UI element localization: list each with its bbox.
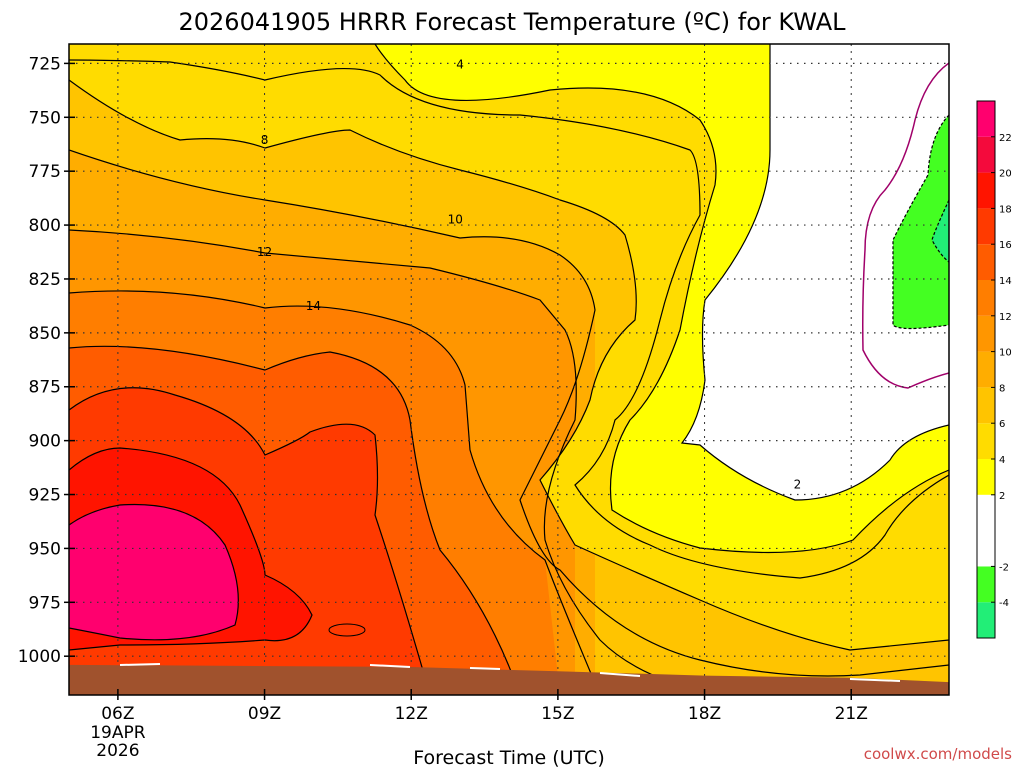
contour-line-minus2 <box>892 114 949 330</box>
colorbar-segment-5 <box>977 423 995 459</box>
colorbar-segment-4 <box>977 459 995 495</box>
temperature-band-0-2 <box>682 44 949 500</box>
credit-text[interactable]: coolwx.com/models <box>864 745 1012 763</box>
temperature-band-minus4-minus2 <box>893 115 949 329</box>
y-tick-label-900: 900 <box>29 432 61 452</box>
x-tick-label-21Z: 21Z <box>835 704 868 724</box>
colorbar-segment-10 <box>977 244 995 280</box>
colorbar-label-6: 6 <box>999 419 1005 430</box>
colorbar-label-14: 14 <box>999 276 1012 287</box>
contour-line-minus4 <box>931 199 949 263</box>
contour-line-2-purple <box>862 62 949 389</box>
contour-line-8 <box>69 149 949 677</box>
colorbar-segment-11 <box>977 208 995 245</box>
y-tick-label-800: 800 <box>29 216 61 236</box>
contour-label-8: 8 <box>261 133 269 147</box>
contour-line-14 <box>69 345 521 695</box>
chart-title: 2026041905 HRRR Forecast Temperature (ºC… <box>178 8 846 36</box>
terrain-below-surface <box>69 664 949 695</box>
contour-labels: 4 8 10 12 14 2 <box>257 57 802 492</box>
contour-line-16 <box>69 387 431 695</box>
colorbar-frame <box>976 100 996 639</box>
colorbar-label--4: -4 <box>999 598 1009 609</box>
colorbar-label-2: 2 <box>999 491 1005 502</box>
contour-line-6 <box>69 79 949 651</box>
y-tick-label-750: 750 <box>29 108 61 128</box>
contour-label-12: 12 <box>257 245 272 259</box>
x-tick-label-15Z: 15Z <box>541 704 574 724</box>
colorbar-segment-13 <box>977 136 995 173</box>
colorbar-label-18: 18 <box>999 204 1012 215</box>
y-tick-label-975: 975 <box>29 593 61 613</box>
colorbar-segment-8 <box>977 315 995 352</box>
colorbar-label-10: 10 <box>999 348 1012 359</box>
colorbar-label-12: 12 <box>999 312 1012 323</box>
colorbar-segment-1 <box>977 566 995 603</box>
colorbar-segment-9 <box>977 280 995 316</box>
temperature-band-22-24 <box>69 504 239 640</box>
contour-label-14: 14 <box>306 299 321 313</box>
colorbar-label-20: 20 <box>999 169 1012 180</box>
contour-label-2: 2 <box>794 478 802 492</box>
colorbar-segment-12 <box>977 172 995 209</box>
colorbar-segment-2 <box>977 530 995 567</box>
plot-frame <box>68 43 950 696</box>
plot-area: 4 8 10 12 14 2 <box>69 44 949 695</box>
contour-line-18 <box>69 447 313 651</box>
colorbar-label-22: 22 <box>999 133 1012 144</box>
y-tick-label-725: 725 <box>29 54 61 74</box>
colorbar-label-8: 8 <box>999 383 1005 394</box>
x-tick-sublabel-1: 2026 <box>96 741 139 761</box>
contour-line-4 <box>69 59 949 579</box>
y-tick-label-775: 775 <box>29 162 61 182</box>
colorbar-segment-0 <box>977 602 995 638</box>
y-tick-label-825: 825 <box>29 270 61 290</box>
surface-marks <box>119 663 901 682</box>
colorbar-segment-7 <box>977 351 995 388</box>
colorbar-segment-6 <box>977 387 995 424</box>
contour-line-2-left <box>374 44 949 554</box>
colorbar-label--2: -2 <box>999 562 1009 573</box>
y-tick-label-850: 850 <box>29 324 61 344</box>
colorbar-segment-3 <box>977 494 995 531</box>
y-axis: 725 750 775 800 825 850 875 900 925 950 975 1000 <box>18 54 75 667</box>
contour-label-10: 10 <box>448 213 463 227</box>
colorbar-label-16: 16 <box>999 240 1012 251</box>
temperature-blob-20-22 <box>328 623 366 637</box>
x-tick-label-06Z: 06Z <box>101 704 134 724</box>
contour-line-10 <box>69 229 721 695</box>
contour-line-20 <box>69 503 239 641</box>
x-tick-sublabel-0: 19APR <box>90 723 146 743</box>
contour-lines <box>69 44 949 695</box>
y-tick-label-950: 950 <box>29 539 61 559</box>
y-tick-label-1000: 1000 <box>18 647 61 667</box>
x-tick-label-09Z: 09Z <box>248 704 281 724</box>
x-tick-label-18Z: 18Z <box>688 704 721 724</box>
contour-line-0 <box>680 44 949 501</box>
y-tick-label-875: 875 <box>29 378 61 398</box>
y-tick-label-925: 925 <box>29 486 61 506</box>
colorbar: -4 -2 2 4 6 8 10 12 14 16 18 20 22 <box>976 100 1012 639</box>
contour-line-12 <box>69 290 601 695</box>
x-axis-label: Forecast Time (UTC) <box>413 747 604 768</box>
colorbar-label-4: 4 <box>999 455 1005 466</box>
contour-label-4: 4 <box>456 57 464 71</box>
colorbar-segment-14 <box>977 101 995 137</box>
x-tick-label-12Z: 12Z <box>395 704 428 724</box>
